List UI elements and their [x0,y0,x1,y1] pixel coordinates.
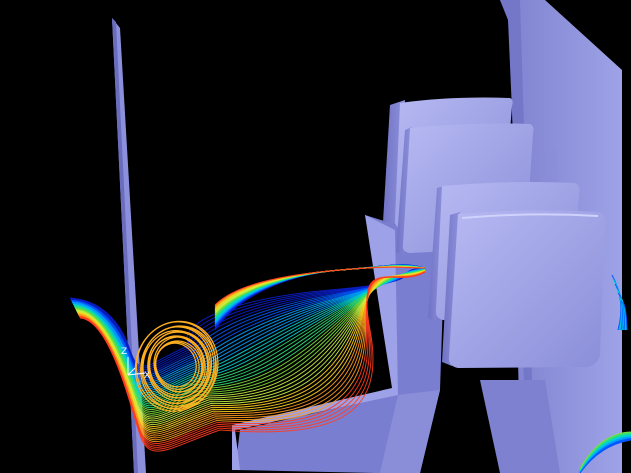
vortex-loop [134,320,219,412]
vortex-loop [147,330,211,402]
vortex-loop [155,342,197,388]
vortex-loop [141,326,213,404]
corner-streamlines [579,431,631,473]
edge-streamline [620,301,628,331]
coordinate-triad [127,357,146,376]
right-edge-streamlines [611,274,628,331]
streamline [79,271,426,452]
vortex-loop [141,325,215,407]
streamline-upper [214,266,426,306]
panel-box-2-side [396,127,412,255]
triad-z-label: Z [121,347,128,357]
vortex-loop [153,336,205,393]
bottom-right-block [480,380,560,473]
lower-block-top [232,215,398,470]
panel-box-3-side [428,186,444,322]
vortex-loop [154,341,200,390]
vortex-streamlines [134,320,219,412]
triad-y-axis [127,367,136,376]
triad-x-label: X [144,371,151,381]
vortex-loop [147,331,209,399]
panel-box-4-side [442,212,460,366]
panel-box-4[interactable] [448,210,606,368]
triad-x-axis [127,372,146,376]
panel-box-4-highlight [461,213,599,219]
lower-block-front [380,390,440,473]
corner-streamline [579,431,631,470]
vortex-loop [149,336,204,396]
vortex-loop [135,321,217,409]
